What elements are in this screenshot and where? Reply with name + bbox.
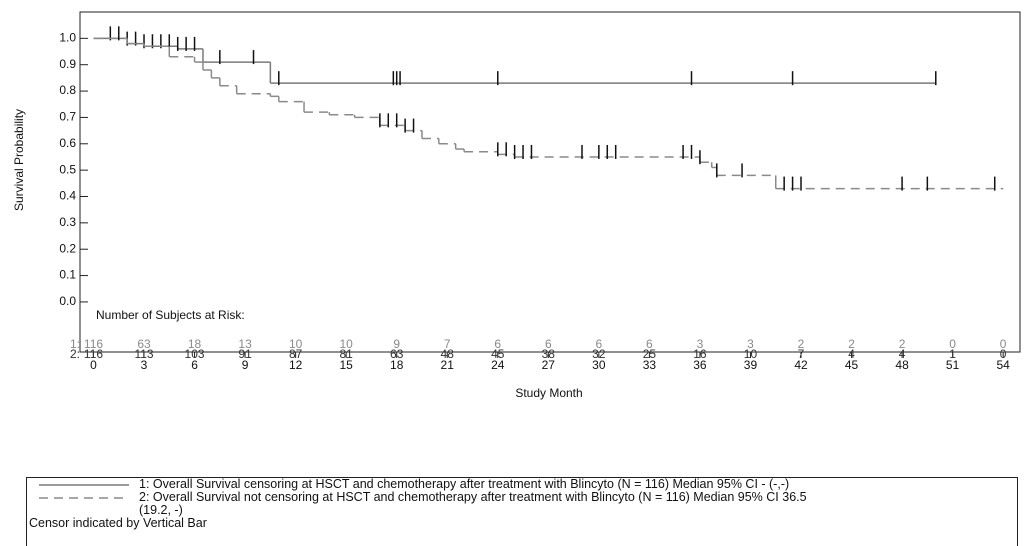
risk-count: 7 — [798, 347, 805, 361]
risk-count: 113 — [134, 347, 153, 361]
x-tick-label: 12 — [289, 358, 303, 372]
risk-count: 3 — [697, 337, 704, 351]
risk-count: 0 — [1000, 337, 1007, 351]
y-tick-label: 0.7 — [59, 110, 76, 124]
y-tick-label: 0.8 — [59, 83, 76, 97]
x-tick-label: 30 — [592, 358, 606, 372]
risk-title: Number of Subjects at Risk: — [96, 308, 245, 322]
x-tick-label: 9 — [242, 358, 249, 372]
legend-item: 1: Overall Survival censoring at HSCT an… — [27, 478, 839, 491]
risk-count: 16 — [693, 347, 707, 361]
risk-count: 9 — [393, 337, 400, 351]
risk-count: 10 — [339, 337, 353, 351]
y-tick-label: 0.9 — [59, 57, 76, 71]
y-tick-label: 0.2 — [59, 241, 76, 255]
risk-count: 2 — [798, 337, 805, 351]
risk-count: 2 — [848, 337, 855, 351]
x-tick-label: 27 — [542, 358, 556, 372]
x-tick-label: 54 — [996, 358, 1010, 372]
risk-count: 116 — [84, 337, 103, 351]
risk-count: 13 — [238, 337, 252, 351]
y-tick-label: 1.0 — [59, 31, 76, 45]
x-axis-label: Study Month — [515, 386, 582, 400]
risk-count: 116 — [84, 347, 103, 361]
risk-row-label: 2: — [70, 347, 80, 361]
x-tick-label: 36 — [693, 358, 707, 372]
legend: 1: Overall Survival censoring at HSCT an… — [26, 477, 1018, 546]
risk-count: 6 — [545, 337, 552, 351]
risk-count: 6 — [646, 337, 653, 351]
risk-count: 48 — [441, 347, 455, 361]
risk-count: 38 — [542, 347, 556, 361]
x-tick-label: 0 — [90, 358, 97, 372]
risk-count: 0 — [949, 337, 956, 351]
risk-count: 91 — [238, 347, 252, 361]
x-tick-label: 48 — [895, 358, 909, 372]
plot-frame — [79, 11, 1021, 353]
x-tick-label: 45 — [845, 358, 859, 372]
footnote: Censor indicated by Vertical Bar — [29, 516, 207, 530]
y-axis-label: Survival Probability — [12, 109, 26, 211]
y-tick-label: 0.0 — [59, 294, 76, 308]
legend-label: 1: Overall Survival censoring at HSCT an… — [139, 477, 790, 491]
risk-count: 18 — [188, 337, 202, 351]
legend-swatch — [39, 484, 129, 486]
legend-swatch — [39, 497, 129, 499]
x-tick-label: 51 — [946, 358, 960, 372]
legend-item: 2: Overall Survival not censoring at HSC… — [27, 491, 839, 517]
chart: Survival Probability Study Month Number … — [12, 11, 1021, 400]
risk-count: 0 — [1000, 347, 1007, 361]
x-tick-label: 21 — [441, 358, 455, 372]
risk-count: 2 — [899, 337, 906, 351]
risk-count: 87 — [289, 347, 303, 361]
risk-row-label: 1: — [70, 337, 80, 351]
risk-count: 3 — [747, 337, 754, 351]
risk-count: 6 — [596, 337, 603, 351]
risk-count: 10 — [289, 337, 303, 351]
y-tick-label: 0.4 — [59, 189, 76, 203]
x-tick-label: 18 — [390, 358, 404, 372]
risk-count: 63 — [390, 347, 404, 361]
x-tick-label: 3 — [141, 358, 148, 372]
x-tick-label: 39 — [744, 358, 758, 372]
risk-count: 25 — [643, 347, 657, 361]
y-tick-label: 0.6 — [59, 136, 76, 150]
x-tick-label: 15 — [339, 358, 353, 372]
risk-count: 32 — [592, 347, 606, 361]
x-tick-label: 42 — [794, 358, 808, 372]
risk-count: 4 — [848, 347, 855, 361]
x-tick-label: 24 — [491, 358, 505, 372]
risk-count: 7 — [444, 337, 451, 351]
y-tick-label: 0.3 — [59, 215, 76, 229]
risk-count: 6 — [494, 337, 501, 351]
risk-count: 63 — [137, 337, 151, 351]
x-tick-label: 33 — [643, 358, 657, 372]
risk-count: 4 — [899, 347, 906, 361]
legend-label: 2: Overall Survival not censoring at HSC… — [139, 490, 807, 517]
risk-count: 103 — [185, 347, 205, 361]
y-tick-label: 0.5 — [59, 162, 76, 176]
risk-count: 1 — [949, 347, 956, 361]
risk-count: 81 — [339, 347, 353, 361]
risk-count: 45 — [491, 347, 505, 361]
y-tick-label: 0.1 — [59, 268, 76, 282]
x-tick-label: 6 — [191, 358, 198, 372]
risk-count: 10 — [744, 347, 758, 361]
